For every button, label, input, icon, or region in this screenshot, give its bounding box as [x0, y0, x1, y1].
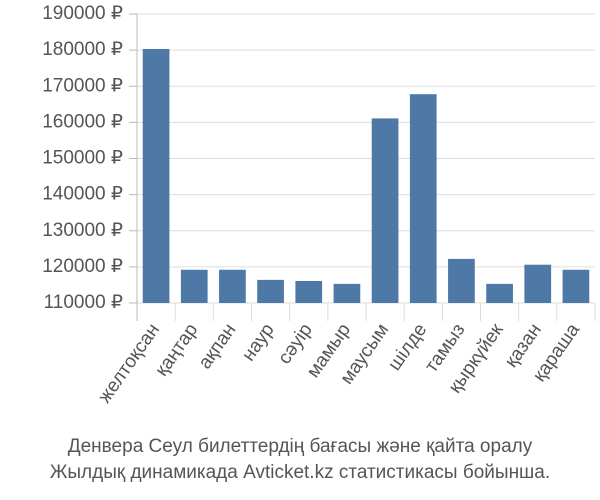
x-tick-label: наур: [238, 320, 279, 365]
chart-subtitle: Жылдық динамикада Avticket.kz статистика…: [50, 462, 550, 483]
bar: [562, 269, 590, 303]
y-tick-label: 160000 ₽: [42, 111, 123, 132]
x-tick-label: ақпан: [194, 320, 240, 373]
y-tick-label: 170000 ₽: [42, 75, 123, 96]
bar: [295, 280, 323, 303]
y-tick-label: 130000 ₽: [42, 220, 123, 241]
bar: [486, 283, 513, 303]
y-tick-label: 140000 ₽: [42, 184, 123, 205]
bar: [524, 264, 552, 303]
bar: [180, 269, 208, 303]
bar: [219, 269, 246, 303]
bar: [257, 279, 284, 303]
bar: [142, 49, 170, 304]
y-tick-label: 190000 ₽: [42, 3, 123, 24]
bar: [333, 283, 361, 303]
y-tick-label: 150000 ₽: [42, 148, 123, 169]
bar: [448, 258, 475, 303]
chart-title: Денвера Сеул билеттердің бағасы және қай…: [68, 436, 533, 457]
bar: [371, 118, 399, 304]
bar: [409, 94, 437, 303]
y-tick-label: 110000 ₽: [44, 292, 123, 313]
y-tick-label: 120000 ₽: [42, 256, 123, 277]
y-tick-label: 180000 ₽: [42, 39, 123, 60]
